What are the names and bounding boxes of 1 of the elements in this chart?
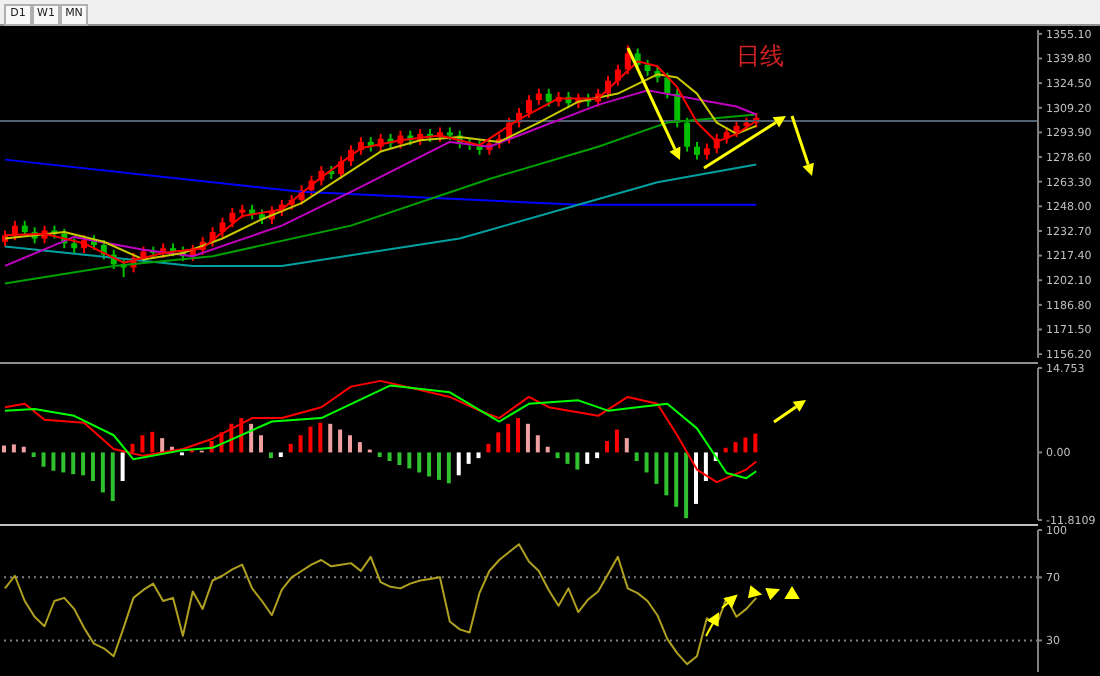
annotation: 日线 [736,40,784,74]
